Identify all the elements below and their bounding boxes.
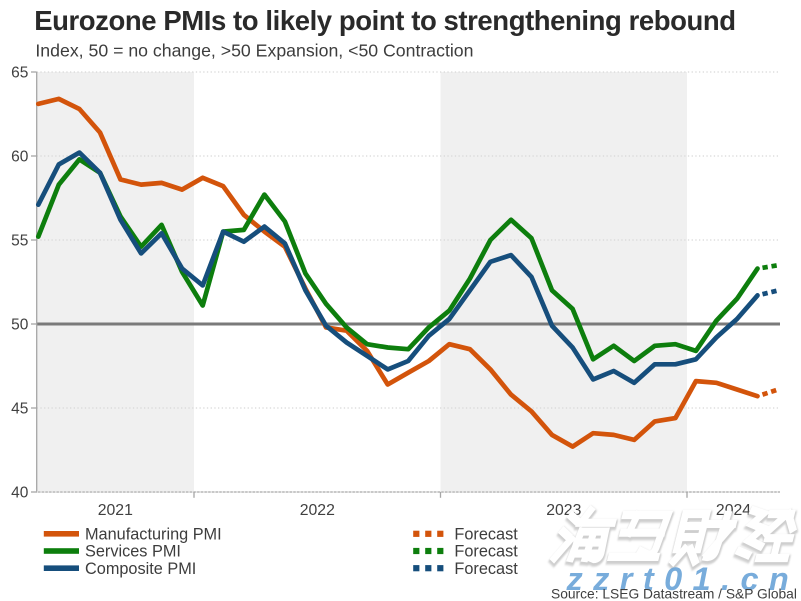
svg-text:45: 45 — [11, 400, 28, 417]
svg-text:Forecast: Forecast — [454, 526, 518, 544]
svg-text:2022: 2022 — [300, 502, 335, 519]
svg-text:zzrt01.cn: zzrt01.cn — [566, 561, 800, 597]
svg-text:Index, 50 = no change, >50 Exp: Index, 50 = no change, >50 Expansion, <5… — [35, 41, 473, 61]
svg-text:50: 50 — [11, 316, 29, 333]
svg-text:Source: LSEG Datastream / S&P: Source: LSEG Datastream / S&P Global — [551, 587, 797, 601]
svg-text:Manufacturing PMI: Manufacturing PMI — [85, 526, 222, 544]
svg-text:Services PMI: Services PMI — [85, 543, 181, 561]
svg-text:Forecast: Forecast — [454, 560, 518, 578]
svg-text:55: 55 — [11, 232, 28, 249]
svg-text:65: 65 — [11, 64, 28, 81]
svg-text:Composite PMI: Composite PMI — [85, 560, 196, 578]
svg-text:Eurozone PMIs to likely point: Eurozone PMIs to likely point to strengt… — [34, 5, 736, 36]
svg-text:Forecast: Forecast — [454, 543, 518, 561]
svg-text:2021: 2021 — [98, 502, 133, 519]
svg-text:40: 40 — [11, 484, 29, 501]
svg-text:2024: 2024 — [716, 502, 751, 519]
svg-text:60: 60 — [11, 148, 29, 165]
